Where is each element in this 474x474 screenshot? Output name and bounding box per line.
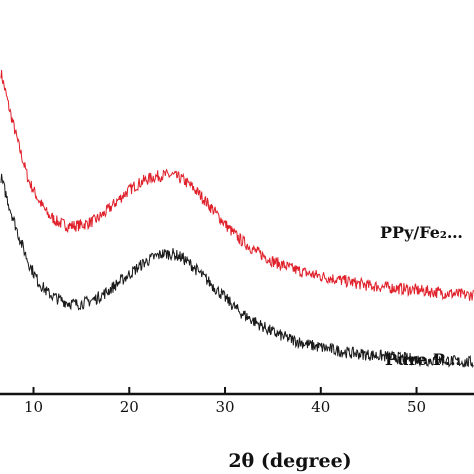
x-tick-label-2: 30	[215, 398, 234, 416]
x-tick-label-0: 10	[24, 398, 43, 416]
x-axis-label: 2θ (degree)	[228, 450, 351, 472]
series-layer	[0, 69, 474, 369]
series-line-0	[0, 69, 474, 301]
x-tick-label-1: 20	[120, 398, 139, 416]
x-ticks: 10 20 30 40 50	[24, 387, 426, 416]
series-line-1	[0, 173, 474, 369]
series-label-ppy-fe: PPy/Fe₂…	[380, 223, 463, 242]
x-tick-label-4: 50	[407, 398, 426, 416]
series-label-pure: Pure P…	[385, 350, 461, 369]
x-tick-label-3: 40	[311, 398, 330, 416]
